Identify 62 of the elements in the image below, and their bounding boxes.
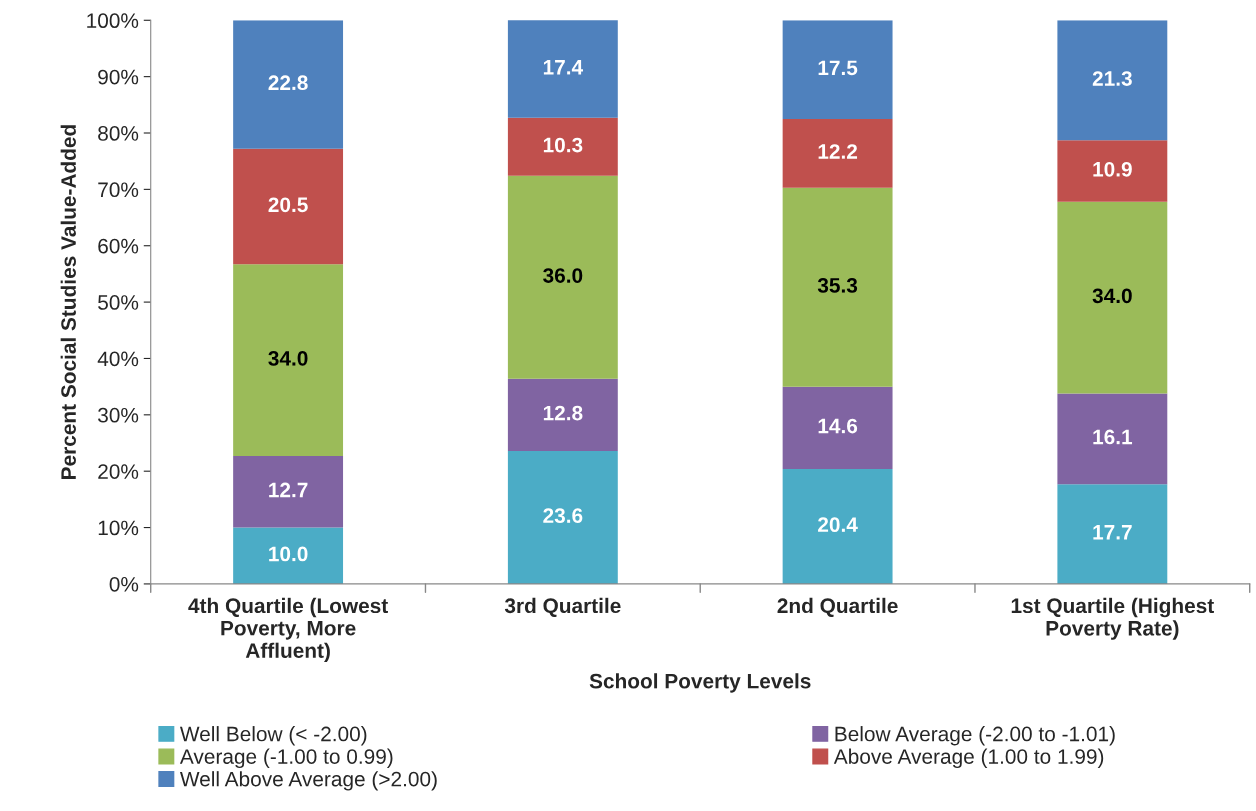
legend-label: Below Average (-2.00 to -1.01) [835, 726, 1115, 746]
data-label: 23.6 [543, 508, 583, 524]
bar [782, 386, 893, 469]
y-tick-label: 50% [98, 295, 139, 310]
x-tick-label: 4th Quartile (Lowest Poverty, More Affluent) [188, 597, 388, 663]
legend-label: Average (-1.00 to 0.99) [179, 748, 393, 769]
data-label: 10.9 [1093, 161, 1132, 177]
data-label: 17.5 [818, 60, 858, 76]
data-label: 36.0 [543, 268, 583, 283]
x-tick-label: 1st Quartile (Highest Poverty Rate) [1011, 597, 1214, 640]
bar [507, 450, 618, 584]
data-label: 34.0 [1092, 288, 1132, 304]
x-axis-title: School Poverty Levels [589, 673, 811, 693]
data-label: 17.4 [543, 60, 584, 75]
y-tick-label: 90% [98, 69, 139, 85]
y-tick-label: 100% [87, 13, 139, 29]
bar [782, 187, 893, 387]
bar [507, 175, 618, 379]
legend-label: Well Above Average (>2.00) [179, 771, 437, 791]
y-tick-label: 10% [98, 520, 139, 536]
bar [1057, 20, 1168, 141]
bar [507, 117, 618, 176]
data-label: 35.3 [817, 278, 858, 293]
bar [782, 20, 893, 119]
bar [1057, 393, 1168, 485]
bar [507, 20, 618, 118]
data-label: 22.8 [268, 75, 308, 91]
legend-label: Above Average (1.00 to 1.99) [833, 748, 1104, 769]
x-tick-label: 3rd Quartile [504, 597, 621, 617]
bar [1057, 140, 1168, 202]
y-tick-label: 20% [98, 464, 139, 479]
data-label: 20.5 [268, 197, 308, 213]
y-tick-label: 80% [98, 126, 139, 141]
y-tick-label: 60% [98, 238, 139, 254]
y-tick-label: 0% [109, 576, 139, 592]
data-label: 20.4 [818, 517, 858, 533]
bar [507, 378, 618, 451]
bar [233, 455, 344, 528]
data-label: 10.3 [543, 137, 583, 153]
data-label: 12.8 [543, 405, 583, 421]
bar [233, 527, 344, 584]
bar [782, 118, 893, 188]
data-label: 10.0 [269, 546, 308, 562]
bar [233, 148, 344, 265]
data-label: 21.3 [1092, 71, 1132, 86]
legend-label: Well Below (< -2.00) [179, 726, 367, 746]
data-label: 17.7 [1093, 525, 1132, 540]
y-axis-title: Percent Social Studies Value-Added [60, 125, 76, 479]
y-tick-label: 40% [97, 351, 139, 367]
bar [782, 468, 893, 584]
bar [1057, 484, 1168, 584]
bar [233, 264, 344, 456]
bar [233, 20, 344, 149]
y-tick-label: 30% [98, 407, 139, 423]
data-label: 34.0 [268, 350, 308, 366]
data-label: 14.6 [818, 418, 858, 434]
x-tick-label: 2nd Quartile [777, 597, 898, 617]
bar [1057, 201, 1168, 394]
data-label: 16.1 [1093, 429, 1133, 445]
y-tick-label: 70% [98, 182, 139, 198]
data-label: 12.7 [269, 482, 308, 498]
data-label: 12.2 [818, 144, 858, 159]
